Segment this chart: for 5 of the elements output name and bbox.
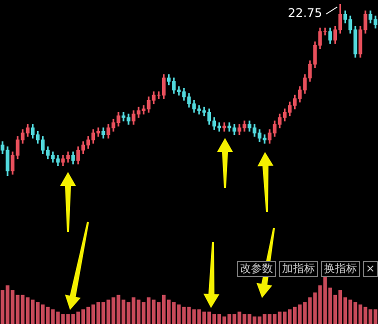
text: 换指标 xyxy=(320,261,360,277)
annotation: 22.75 xyxy=(288,6,322,20)
text: 改参数 xyxy=(236,261,276,277)
text: × xyxy=(362,261,378,277)
text: 加指标 xyxy=(278,261,318,277)
